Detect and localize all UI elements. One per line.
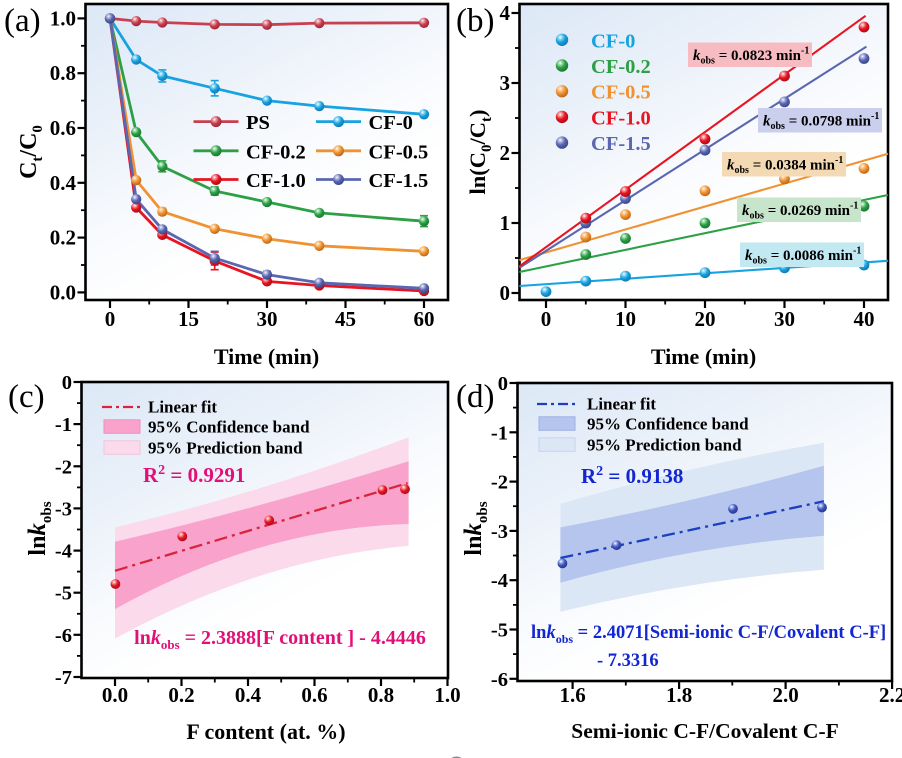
svg-text:2.2: 2.2 bbox=[879, 683, 902, 707]
svg-text:60: 60 bbox=[414, 307, 435, 331]
svg-text:0: 0 bbox=[105, 307, 116, 331]
svg-text:-2: -2 bbox=[491, 472, 508, 494]
svg-text:3: 3 bbox=[500, 71, 511, 95]
svg-text:0.6: 0.6 bbox=[301, 683, 327, 707]
svg-text:-1: -1 bbox=[55, 414, 72, 436]
svg-text:1.8: 1.8 bbox=[666, 683, 692, 707]
svg-text:-3: -3 bbox=[491, 521, 508, 543]
svg-text:2: 2 bbox=[500, 141, 511, 165]
svg-text:-4: -4 bbox=[491, 570, 508, 592]
svg-text:4: 4 bbox=[500, 1, 511, 25]
svg-text:-2: -2 bbox=[55, 456, 72, 478]
svg-text:0.8: 0.8 bbox=[50, 61, 76, 85]
svg-text:0: 0 bbox=[498, 373, 508, 395]
svg-text:CF-1.0: CF-1.0 bbox=[246, 170, 306, 192]
svg-text:95% Confidence band: 95% Confidence band bbox=[587, 415, 749, 434]
svg-text:15: 15 bbox=[178, 307, 199, 331]
svg-text:PS: PS bbox=[246, 112, 270, 134]
svg-text:Semi-ionic C-F/Covalent C-F: Semi-ionic C-F/Covalent C-F bbox=[571, 719, 839, 743]
svg-text:CF-1.5: CF-1.5 bbox=[591, 133, 651, 155]
svg-text:0: 0 bbox=[500, 281, 511, 305]
svg-text:-1: -1 bbox=[491, 422, 508, 444]
svg-text:CF-0: CF-0 bbox=[591, 30, 635, 52]
svg-text:-7: -7 bbox=[55, 667, 72, 689]
svg-text:1.0: 1.0 bbox=[434, 683, 460, 707]
svg-text:-4: -4 bbox=[55, 541, 72, 563]
svg-text:Time (min): Time (min) bbox=[651, 344, 756, 369]
svg-text:40: 40 bbox=[854, 307, 875, 331]
svg-text:0.6: 0.6 bbox=[50, 116, 76, 140]
svg-text:30: 30 bbox=[257, 307, 278, 331]
svg-text:0.0: 0.0 bbox=[102, 683, 128, 707]
svg-text:95% Confidence band: 95% Confidence band bbox=[148, 418, 310, 437]
svg-text:30: 30 bbox=[774, 307, 795, 331]
svg-text:CF-0.5: CF-0.5 bbox=[591, 82, 651, 104]
svg-text:Linear fit: Linear fit bbox=[148, 398, 217, 417]
svg-text:0.8: 0.8 bbox=[368, 683, 394, 707]
svg-text:0.2: 0.2 bbox=[50, 226, 76, 250]
svg-text:Time (min): Time (min) bbox=[214, 344, 319, 369]
svg-text:CF-0.5: CF-0.5 bbox=[369, 141, 429, 163]
svg-text:lnkobs: lnkobs bbox=[460, 501, 491, 555]
svg-text:kobs = 0.0384 min-1: kobs = 0.0384 min-1 bbox=[727, 155, 843, 176]
svg-text:1: 1 bbox=[500, 211, 511, 235]
svg-text:(c): (c) bbox=[8, 379, 45, 415]
svg-text:lnkobs = 2.4071[Semi-ionic C-F: lnkobs = 2.4071[Semi-ionic C-F/Covalent … bbox=[531, 623, 886, 646]
svg-text:kobs = 0.0086 min-1: kobs = 0.0086 min-1 bbox=[745, 246, 861, 267]
svg-text:0.0: 0.0 bbox=[50, 280, 76, 304]
svg-text:CF-0.2: CF-0.2 bbox=[591, 56, 651, 78]
svg-text:1.0: 1.0 bbox=[50, 6, 76, 30]
svg-text:1.6: 1.6 bbox=[559, 683, 585, 707]
svg-text:10: 10 bbox=[615, 307, 636, 331]
svg-text:45: 45 bbox=[335, 307, 356, 331]
svg-text:R2 = 0.9291: R2 = 0.9291 bbox=[143, 463, 245, 487]
svg-text:0.2: 0.2 bbox=[168, 683, 194, 707]
svg-text:Linear fit: Linear fit bbox=[587, 395, 656, 414]
svg-text:-6: -6 bbox=[55, 625, 72, 647]
svg-text:ln(C0/Ct): ln(C0/Ct) bbox=[465, 109, 495, 194]
svg-text:-5: -5 bbox=[491, 620, 508, 642]
svg-text:0.4: 0.4 bbox=[50, 171, 77, 195]
svg-text:CF-0.2: CF-0.2 bbox=[246, 141, 306, 163]
svg-text:- 7.3316: - 7.3316 bbox=[597, 651, 659, 671]
svg-text:kobs = 0.0269 min-1: kobs = 0.0269 min-1 bbox=[742, 201, 858, 222]
svg-text:-3: -3 bbox=[55, 498, 72, 520]
svg-text:CF-0: CF-0 bbox=[369, 112, 413, 134]
svg-text:2.0: 2.0 bbox=[772, 683, 798, 707]
svg-text:0: 0 bbox=[62, 372, 72, 394]
svg-text:lnkobs = 2.3888[F content ] -: lnkobs = 2.3888[F content ] - 4.4446 bbox=[134, 627, 426, 652]
svg-text:lnkobs: lnkobs bbox=[24, 501, 55, 555]
svg-text:20: 20 bbox=[695, 307, 716, 331]
svg-text:kobs = 0.0798 min-1: kobs = 0.0798 min-1 bbox=[763, 111, 879, 132]
svg-text:0.4: 0.4 bbox=[235, 683, 262, 707]
svg-text:95% Prediction band: 95% Prediction band bbox=[148, 439, 303, 458]
svg-text:kobs = 0.0823 min-1: kobs = 0.0823 min-1 bbox=[693, 46, 809, 67]
svg-text:Ct/C0: Ct/C0 bbox=[16, 125, 46, 179]
svg-text:95% Prediction band: 95% Prediction band bbox=[587, 436, 742, 455]
svg-text:0: 0 bbox=[541, 307, 552, 331]
svg-text:-5: -5 bbox=[55, 583, 72, 605]
svg-text:(b): (b) bbox=[456, 3, 494, 39]
svg-text:CF-1.5: CF-1.5 bbox=[369, 170, 429, 192]
svg-text:F content (at. %): F content (at. %) bbox=[186, 719, 345, 744]
svg-text:(d): (d) bbox=[456, 379, 494, 415]
svg-text:(a): (a) bbox=[4, 3, 41, 39]
svg-text:-6: -6 bbox=[491, 669, 508, 691]
svg-text:CF-1.0: CF-1.0 bbox=[591, 107, 651, 129]
